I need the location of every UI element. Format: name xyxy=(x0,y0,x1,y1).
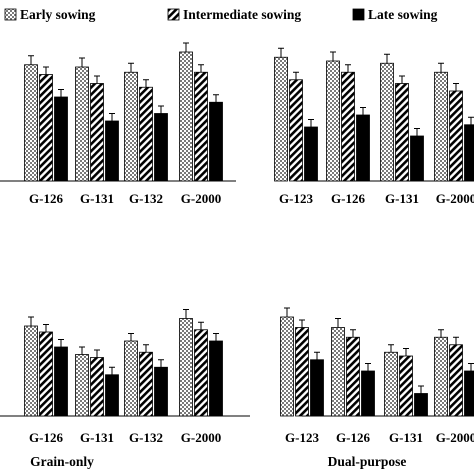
bar-intermediate-G-126 xyxy=(40,332,53,416)
chart-panel-bottom-right: G-123 G-126 G-131 G-2000 Dual-purpose xyxy=(281,308,474,469)
legend-item-early: Early sowing xyxy=(5,7,96,22)
bar-early-G-126 xyxy=(25,65,38,181)
bar-late-G-131 xyxy=(106,375,119,416)
bar-early-G-131 xyxy=(385,352,398,416)
x-tick-label: G-126 xyxy=(29,430,63,445)
bar-intermediate-G-126 xyxy=(347,337,360,416)
bar-intermediate-G-123 xyxy=(290,80,303,181)
bar-late-G-2000 xyxy=(465,371,474,416)
bar-intermediate-G-126 xyxy=(40,75,53,182)
panel-title: Dual-purpose xyxy=(328,454,407,469)
bar-early-G-131 xyxy=(381,63,394,181)
bar-intermediate-G-132 xyxy=(140,352,153,416)
x-tick-label: G-126 xyxy=(331,191,365,206)
bar-late-G-123 xyxy=(311,360,324,416)
bar-intermediate-G-131 xyxy=(400,356,413,416)
bar-early-G-2000 xyxy=(180,319,193,417)
legend-item-intermediate: Intermediate sowing xyxy=(168,7,301,22)
bar-late-G-126 xyxy=(55,97,68,181)
bar-intermediate-G-132 xyxy=(140,87,153,181)
bar-early-G-123 xyxy=(275,57,288,181)
bar-early-G-2000 xyxy=(435,337,448,416)
legend-label-intermediate: Intermediate sowing xyxy=(183,7,301,22)
x-tick-label: G-126 xyxy=(29,191,63,206)
bar-late-G-2000 xyxy=(465,125,474,181)
x-tick-label: G-131 xyxy=(385,191,419,206)
panel-title: Grain-only xyxy=(30,454,94,469)
bar-early-G-126 xyxy=(327,61,340,181)
bar-intermediate-G-131 xyxy=(91,84,104,182)
x-tick-label: G-131 xyxy=(80,430,114,445)
x-tick-label: G-131 xyxy=(389,430,423,445)
bar-late-G-126 xyxy=(362,371,375,416)
x-tick-label: G-2000 xyxy=(181,191,221,206)
legend-swatch-late xyxy=(353,9,364,20)
bar-early-G-126 xyxy=(25,326,38,416)
bar-late-G-131 xyxy=(415,394,428,417)
bar-early-G-131 xyxy=(76,67,89,181)
bar-early-G-132 xyxy=(125,341,138,416)
bar-early-G-126 xyxy=(332,328,345,417)
bar-intermediate-G-123 xyxy=(296,328,309,417)
bar-late-G-131 xyxy=(106,121,119,181)
legend-label-late: Late sowing xyxy=(368,7,438,22)
x-tick-label: G-2000 xyxy=(436,430,474,445)
bar-late-G-132 xyxy=(155,367,168,416)
bar-early-G-123 xyxy=(281,317,294,416)
bar-intermediate-G-126 xyxy=(342,72,355,181)
x-tick-label: G-2000 xyxy=(436,191,474,206)
bar-intermediate-G-2000 xyxy=(195,330,208,416)
x-tick-label: G-132 xyxy=(129,430,163,445)
legend-swatch-intermediate xyxy=(168,9,179,20)
bar-late-G-2000 xyxy=(210,102,223,181)
x-tick-label: G-132 xyxy=(129,191,163,206)
chart-panels: G-123 G-126 G-131 G-132 G-2000 G-123 G-126 G-13… xyxy=(0,43,474,469)
bar-intermediate-G-2000 xyxy=(450,91,463,181)
bar-intermediate-G-131 xyxy=(396,84,409,182)
chart-panel-top-right: G-123 G-126 G-131 G-2000 xyxy=(275,48,474,206)
bar-intermediate-G-2000 xyxy=(450,345,463,416)
legend-label-early: Early sowing xyxy=(20,7,96,22)
bar-late-G-131 xyxy=(411,136,424,181)
x-tick-label: G-123 xyxy=(279,191,313,206)
legend-item-late: Late sowing xyxy=(353,7,438,22)
x-tick-label: G-131 xyxy=(80,191,114,206)
bar-intermediate-G-2000 xyxy=(195,72,208,181)
bar-late-G-123 xyxy=(305,127,318,181)
bar-late-G-126 xyxy=(55,347,68,416)
legend-swatch-early xyxy=(5,9,16,20)
bar-intermediate-G-131 xyxy=(91,358,104,417)
x-tick-label: G-123 xyxy=(285,430,319,445)
bar-early-G-131 xyxy=(76,355,89,417)
x-tick-label: G-2000 xyxy=(181,430,221,445)
bar-early-G-2000 xyxy=(180,52,193,181)
x-tick-label: G-126 xyxy=(336,430,370,445)
bar-early-G-132 xyxy=(125,72,138,181)
bar-late-G-2000 xyxy=(210,341,223,416)
legend: Early sowing Intermediate sowing Late so… xyxy=(5,7,438,22)
bar-late-G-126 xyxy=(357,115,370,181)
bar-early-G-2000 xyxy=(435,72,448,181)
bar-late-G-132 xyxy=(155,114,168,182)
